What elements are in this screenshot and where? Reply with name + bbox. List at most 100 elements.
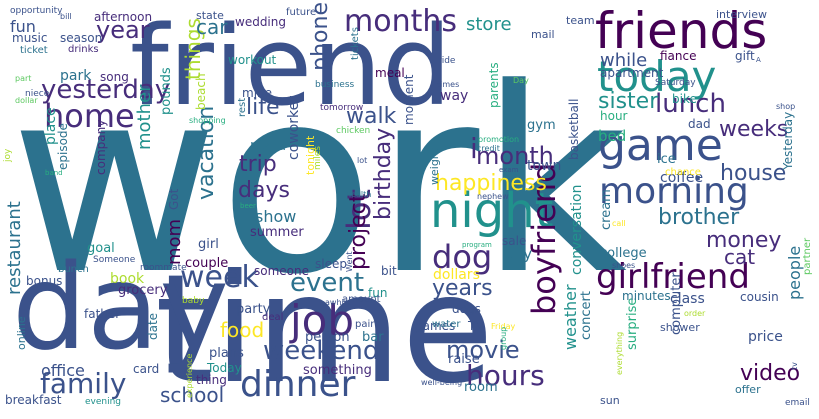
cloud-word: Went (345, 251, 354, 272)
cloud-word: weeks (719, 117, 788, 142)
cloud-word: class (670, 291, 705, 307)
cloud-word: card (133, 362, 159, 376)
cloud-word: walk (346, 104, 397, 129)
cloud-word: shop (776, 102, 795, 111)
cloud-word: surprise (625, 298, 640, 350)
cloud-word: beer (240, 202, 256, 210)
cloud-word: Someone (93, 255, 136, 265)
cloud-word: nephew (477, 192, 509, 201)
cloud-word: lot (340, 189, 378, 230)
cloud-word: pounds (159, 67, 174, 115)
cloud-word: office (41, 361, 85, 380)
cloud-word: apartment (600, 66, 664, 80)
cloud-word: house (720, 161, 786, 186)
cloud-word: people (785, 246, 804, 300)
cloud-word: afternoon (94, 10, 152, 24)
cloud-word: awhile (325, 298, 351, 307)
cloud-word: gym (527, 118, 556, 133)
cloud-word: dinner (240, 364, 356, 405)
cloud-word: place (43, 107, 59, 145)
cloud-word: work (10, 34, 627, 331)
cloud-word: summer (250, 225, 304, 240)
cloud-word: week (180, 260, 259, 295)
cloud-word: A (756, 56, 761, 64)
cloud-word: conversation (569, 185, 585, 275)
cloud-word: dogs (452, 302, 481, 316)
cloud-word: mail (531, 28, 555, 41)
cloud-word: pizza (250, 138, 286, 154)
cloud-word: health (346, 190, 371, 199)
cloud-word: credit (477, 144, 500, 153)
cloud-word: Day (513, 76, 529, 85)
cloud-word: promotion (478, 135, 519, 144)
cloud-word: weekend (263, 336, 379, 366)
cloud-word: girl (198, 237, 219, 252)
cloud-word: sale (502, 234, 526, 248)
cloud-word: season (60, 31, 102, 45)
cloud-word: coffee (660, 170, 703, 186)
cloud-word: partner (802, 237, 813, 275)
cloud-word: phone (308, 2, 333, 71)
cloud-word: online (15, 316, 28, 350)
cloud-word: car (196, 15, 228, 39)
cloud-word: gift (735, 49, 755, 63)
cloud-word: fun (10, 17, 36, 36)
cloud-word: tickets (350, 27, 361, 60)
cloud-word: pair (355, 319, 375, 330)
cloud-word: mine (242, 86, 272, 100)
cloud-word: rest (237, 98, 248, 117)
cloud-word: book (110, 271, 145, 287)
cloud-word: i (470, 132, 478, 165)
cloud-word: store (466, 14, 512, 35)
cloud-word: mother (134, 84, 155, 150)
cloud-word: plans (209, 346, 244, 361)
cloud-word: boyfriend (525, 163, 563, 315)
cloud-word: yesterday (41, 75, 170, 105)
cloud-word: call (612, 219, 626, 228)
cloud-word: family (40, 367, 126, 400)
cloud-word: hour (600, 109, 628, 123)
cloud-word: beach (194, 73, 208, 110)
cloud-word: breakfast (5, 393, 62, 407)
cloud-word: music (12, 31, 47, 45)
cloud-word: exam (499, 166, 519, 174)
cloud-word: bed (598, 127, 626, 145)
cloud-word: father (84, 307, 120, 321)
cloud-word: tomorrow (320, 103, 363, 113)
cloud-word: cat (724, 245, 755, 269)
cloud-word: minutes (622, 289, 671, 303)
cloud-word: days (238, 178, 290, 203)
cloud-word: someone (254, 264, 309, 278)
cloud-word: niece (25, 89, 50, 99)
cloud-word: while (600, 50, 647, 71)
cloud-word: money (706, 228, 781, 253)
cloud-word: tv (790, 362, 799, 370)
cloud-word: episode (56, 123, 70, 170)
cloud-word: well-being (421, 378, 462, 387)
cloud-word: chance (665, 167, 701, 178)
cloud-word: game (598, 120, 723, 171)
cloud-word: vacation (194, 106, 219, 200)
cloud-word: way (440, 88, 468, 104)
cloud-word: deal (262, 312, 283, 323)
cloud-word: cousin (740, 290, 779, 304)
cloud-word: day (12, 238, 229, 376)
cloud-word: part (15, 74, 31, 83)
cloud-word: month (476, 142, 554, 170)
cloud-word: Today (206, 361, 242, 375)
cloud-word: ride (438, 56, 456, 66)
cloud-word: movie (446, 336, 520, 364)
cloud-word: Saturday (655, 78, 696, 88)
cloud-word: evening (85, 397, 121, 407)
cloud-word: friends (595, 2, 767, 60)
cloud-word: show (255, 207, 296, 226)
cloud-word: friend (130, 2, 452, 130)
cloud-word: shopping (189, 116, 226, 125)
cloud-word: restaurant (4, 201, 25, 295)
cloud-word: moment (402, 74, 416, 125)
cloud-word: baby (182, 296, 205, 306)
cloud-word: grocery (118, 283, 168, 298)
cloud-word: tonight (304, 135, 317, 175)
